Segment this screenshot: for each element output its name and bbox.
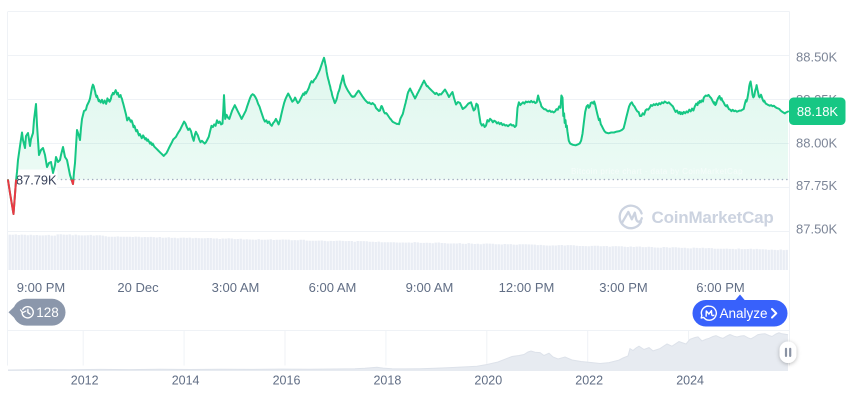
svg-text:2020: 2020 (474, 374, 502, 388)
svg-text:2018: 2018 (373, 374, 401, 388)
svg-text:2012: 2012 (71, 374, 99, 388)
svg-text:88.18K: 88.18K (797, 104, 839, 119)
svg-text:2016: 2016 (273, 374, 301, 388)
svg-text:9:00 PM: 9:00 PM (17, 280, 65, 295)
svg-text:3:00 AM: 3:00 AM (212, 280, 260, 295)
svg-text:CoinMarketCap: CoinMarketCap (652, 208, 774, 227)
svg-text:9:00 AM: 9:00 AM (406, 280, 454, 295)
svg-text:Analyze: Analyze (720, 306, 768, 321)
svg-text:6:00 PM: 6:00 PM (696, 280, 744, 295)
svg-text:2022: 2022 (575, 374, 603, 388)
svg-text:87.75K: 87.75K (796, 178, 838, 193)
svg-text:20 Dec: 20 Dec (117, 280, 159, 295)
svg-text:Bitcoin price chart · data by: Bitcoin price chart · data by CoinMarket… (571, 167, 743, 176)
svg-text:2024: 2024 (676, 374, 704, 388)
svg-text:87.79K: 87.79K (16, 172, 57, 187)
svg-text:2014: 2014 (172, 374, 200, 388)
svg-text:88.50K: 88.50K (796, 49, 838, 64)
svg-text:12:00 PM: 12:00 PM (499, 280, 555, 295)
svg-text:128: 128 (36, 305, 59, 320)
svg-text:3:00 PM: 3:00 PM (599, 280, 647, 295)
svg-text:6:00 AM: 6:00 AM (309, 280, 357, 295)
svg-text:88.00K: 88.00K (796, 135, 838, 150)
svg-text:87.50K: 87.50K (796, 221, 838, 236)
